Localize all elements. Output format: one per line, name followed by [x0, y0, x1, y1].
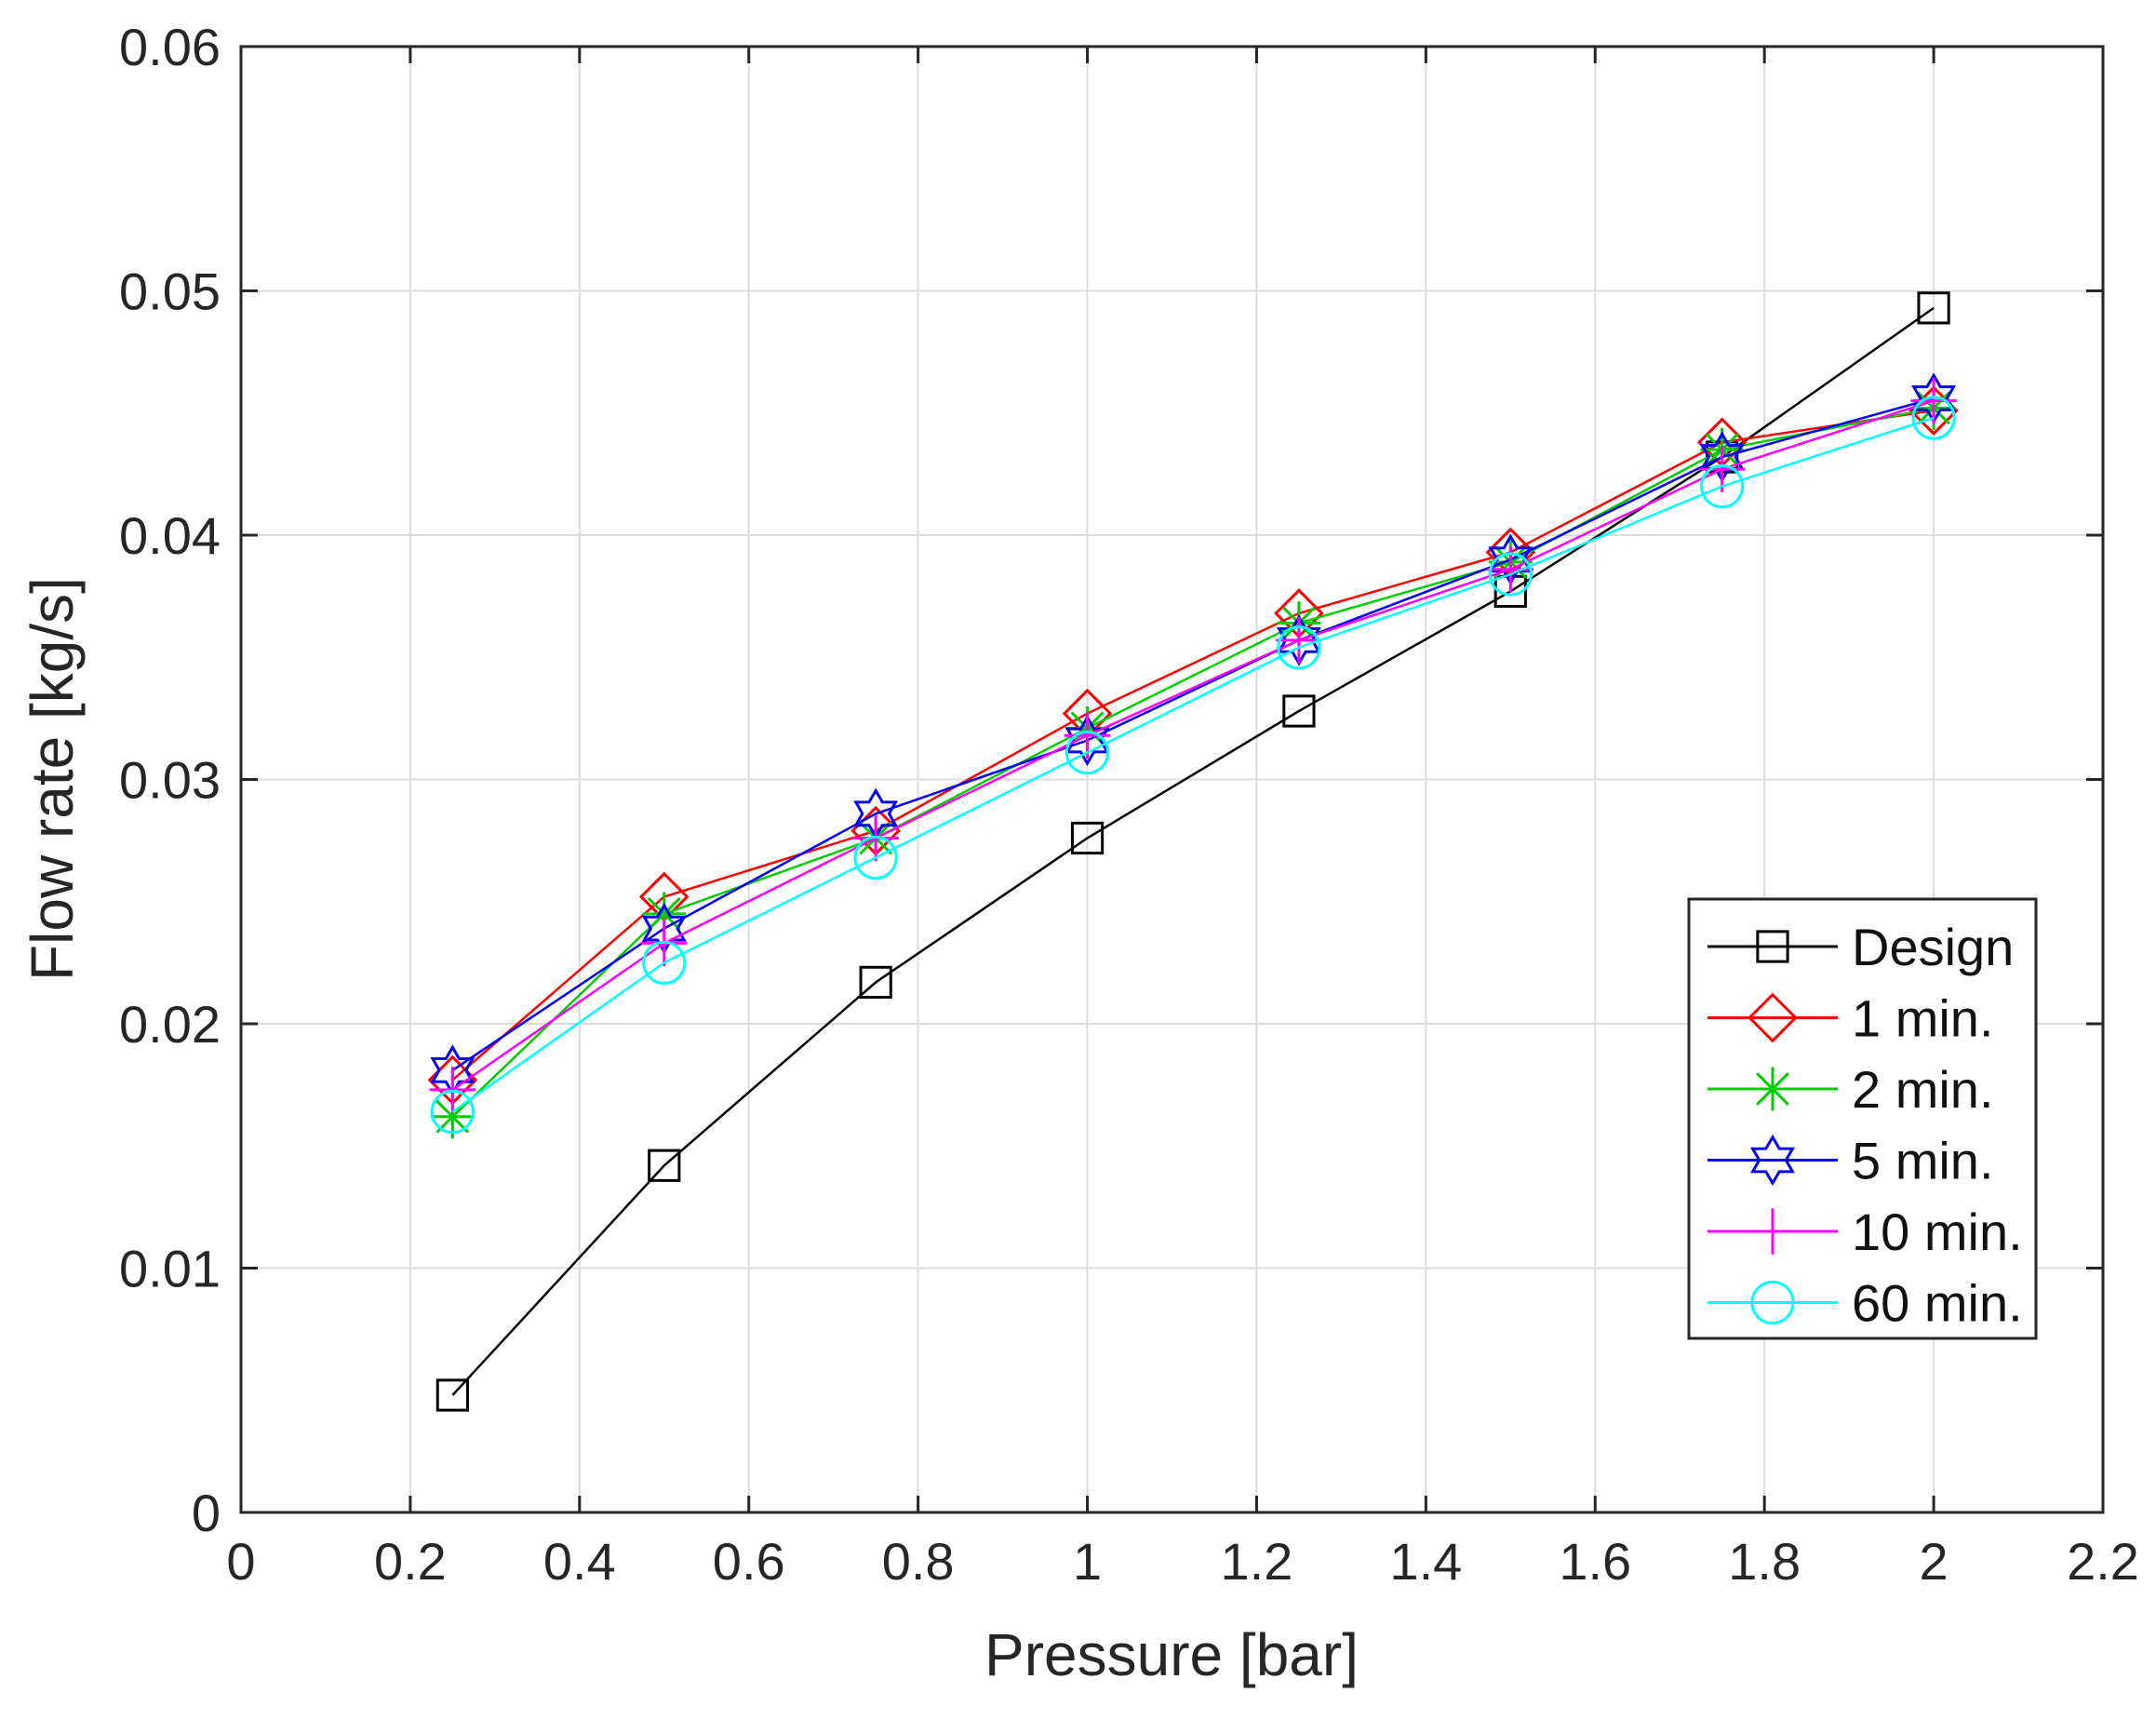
series-10-min: [429, 377, 1957, 1113]
series-line: [451, 407, 1935, 1118]
data-point-marker: [1910, 377, 1957, 424]
legend-box: [1687, 897, 2038, 1340]
legend-label: 2 min.: [1852, 1060, 1994, 1119]
data-point-marker: [435, 1378, 470, 1412]
legend-label: 1 min.: [1852, 989, 1994, 1048]
y-tick-label: 0.05: [119, 262, 221, 321]
legend-label: Design: [1852, 918, 2014, 976]
data-point-marker: [1699, 446, 1746, 492]
data-point-marker: [1276, 617, 1322, 664]
legend-label: 60 min.: [1852, 1274, 2023, 1333]
x-tick-label: 0.4: [543, 1532, 616, 1591]
data-point-marker: [1911, 396, 1956, 440]
x-tick-label: 2: [1920, 1532, 1948, 1591]
data-point-marker: [1070, 821, 1105, 855]
series-line: [451, 399, 1935, 1091]
x-axis-label: Pressure [bar]: [984, 1621, 1359, 1688]
x-tick-label: 2.2: [2067, 1532, 2139, 1591]
x-tick-label: 1.8: [1728, 1532, 1801, 1591]
data-point-marker: [1282, 694, 1316, 728]
series-line: [451, 396, 1935, 1071]
y-axis-label: Flow rate [kg/s]: [19, 577, 86, 981]
x-tick-label: 1.6: [1559, 1532, 1631, 1591]
legend-marker: [1750, 1067, 1795, 1111]
data-point-marker: [1277, 625, 1321, 670]
x-tick-label: 0.6: [713, 1532, 785, 1591]
axis-ticks: 0 0.2 0.4 0.6 0.8 1 1.2 1.4 1.6 1.8 2 2.2 0 0.01 0.02 0…: [119, 18, 2139, 1591]
data-point-marker: [1700, 463, 1745, 509]
legend-marker: [1750, 1134, 1795, 1187]
y-tick-label: 0.03: [119, 751, 221, 810]
data-point-marker: [1917, 291, 1950, 325]
legend-label: 10 min.: [1852, 1202, 2023, 1261]
series-lines: [427, 291, 1959, 1412]
series-line: [451, 306, 1935, 1396]
data-point-marker: [430, 1089, 475, 1135]
legend: Design 1 min. 2 min. 5 min. 10 min. 60 min.: [1687, 897, 2038, 1340]
data-point-marker: [642, 940, 687, 985]
y-tick-label: 0: [192, 1484, 221, 1542]
x-tick-label: 1.2: [1221, 1532, 1293, 1591]
x-tick-label: 0.2: [374, 1532, 447, 1591]
series-5-min: [430, 372, 1957, 1096]
data-point-marker: [642, 892, 687, 936]
y-tick-label: 0.04: [119, 506, 221, 565]
y-tick-label: 0.02: [119, 995, 221, 1054]
data-point-marker: [1065, 714, 1110, 767]
series-line: [451, 409, 1935, 1081]
data-point-marker: [1065, 731, 1110, 775]
data-point-marker: [1488, 552, 1533, 597]
series-design: [435, 291, 1950, 1412]
series-line: [451, 416, 1935, 1113]
data-point-marker: [430, 1095, 475, 1139]
grid: [241, 47, 2103, 1512]
data-point-marker: [859, 965, 892, 999]
x-tick-label: 1: [1073, 1532, 1102, 1591]
y-tick-label: 0.01: [119, 1240, 221, 1298]
data-point-marker: [648, 1149, 681, 1182]
y-tick-label: 0.06: [119, 18, 221, 76]
legend-marker: [1750, 1280, 1795, 1325]
legend-marker: [1748, 992, 1798, 1043]
data-point-marker: [1276, 614, 1321, 666]
data-point-marker: [853, 835, 898, 880]
legend-marker: [1749, 1208, 1796, 1255]
legend-marker: [1756, 930, 1789, 963]
data-point-marker: [1064, 712, 1111, 759]
x-tick-label: 1.4: [1389, 1532, 1462, 1591]
data-point-marker: [429, 1067, 476, 1113]
x-tick-label: 0: [226, 1532, 255, 1591]
x-tick-label: 0.8: [882, 1532, 955, 1591]
legend-label: 5 min.: [1852, 1132, 1994, 1190]
series-60-min: [430, 396, 1956, 1135]
